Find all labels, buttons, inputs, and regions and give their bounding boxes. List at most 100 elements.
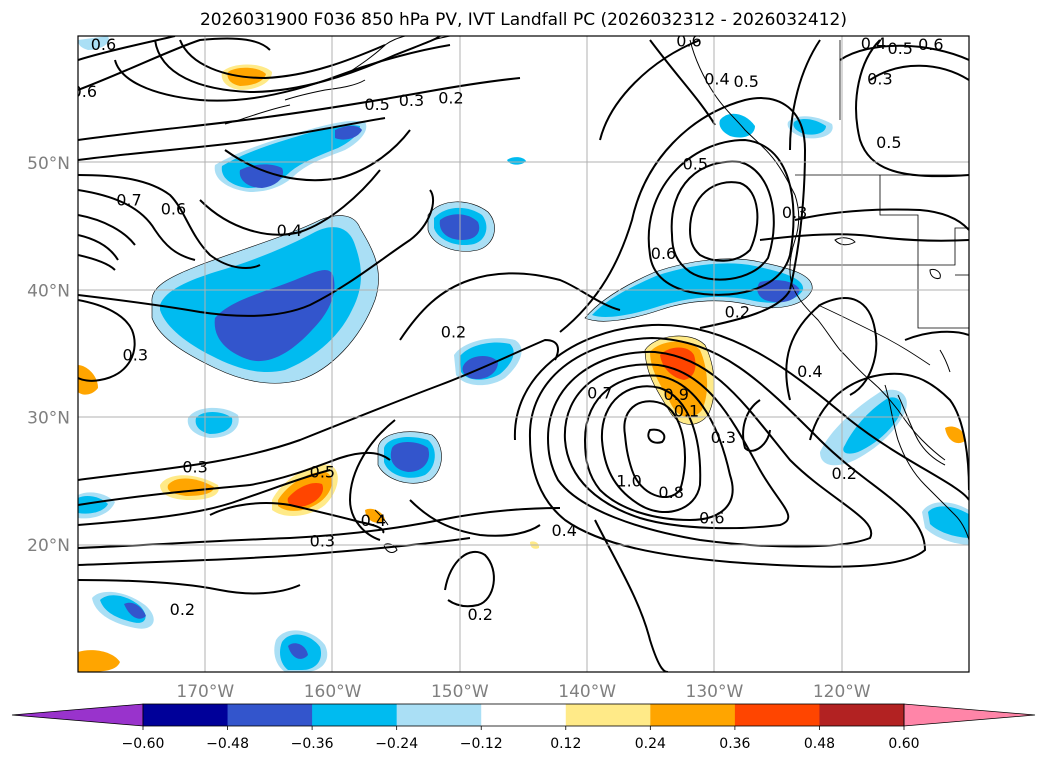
contour-label: 0.3 bbox=[399, 91, 424, 110]
border bbox=[817, 304, 931, 366]
contour-label: 0.3 bbox=[123, 346, 148, 365]
ivt-contour bbox=[409, 499, 541, 537]
contour-label: 0.6 bbox=[676, 31, 701, 50]
pv-negative-region bbox=[439, 214, 480, 240]
ivt-contour bbox=[78, 299, 136, 382]
coastline bbox=[344, 36, 406, 76]
ivt-contour bbox=[647, 428, 666, 444]
contour-label: 0.5 bbox=[310, 463, 335, 482]
lat-tick-label: 20°N bbox=[27, 536, 70, 556]
coastline bbox=[224, 117, 246, 125]
contour-label: 0.6 bbox=[918, 35, 943, 54]
pv-shading bbox=[78, 36, 969, 672]
borders bbox=[785, 40, 969, 366]
contour-label: 0.7 bbox=[587, 384, 612, 403]
longitude-labels: 170°W 160°W 150°W 140°W 130°W 120°W bbox=[176, 682, 870, 702]
coastline bbox=[884, 384, 969, 541]
ivt-contour bbox=[78, 77, 521, 141]
ivt-contour bbox=[623, 400, 686, 499]
pv-positive-region bbox=[78, 650, 120, 672]
colorbar-segment bbox=[481, 704, 567, 726]
ivt-contour bbox=[399, 272, 621, 341]
coastline bbox=[284, 79, 366, 101]
ivt-contour bbox=[78, 338, 559, 481]
ivt-contour bbox=[670, 160, 775, 281]
ivt-contour bbox=[199, 169, 381, 236]
pv-negative-region bbox=[507, 157, 526, 165]
ivt-contour bbox=[78, 174, 261, 269]
ivt-contour bbox=[78, 507, 561, 549]
contour-label: 0.3 bbox=[867, 70, 892, 89]
contour-label: 0.3 bbox=[182, 457, 207, 476]
pv-negative-region bbox=[757, 280, 800, 303]
colorbar-tick-label: 0.48 bbox=[804, 736, 835, 752]
lon-tick-label: 130°W bbox=[686, 682, 744, 702]
coastline bbox=[689, 39, 796, 196]
coastline bbox=[383, 543, 398, 553]
coastline bbox=[929, 269, 941, 279]
contour-label: 0.7 bbox=[116, 190, 141, 209]
contour-label: 0.3 bbox=[310, 531, 335, 550]
contour-label: 0.6 bbox=[91, 35, 116, 54]
pv-negative-region bbox=[214, 270, 335, 362]
colorbar-tick-label: −0.12 bbox=[460, 736, 503, 752]
ivt-contour bbox=[600, 385, 702, 514]
contour-label: 0.1 bbox=[674, 402, 699, 421]
contour-label: 0.6 bbox=[72, 82, 97, 101]
ivt-contour bbox=[513, 323, 969, 501]
ivt-contour bbox=[809, 372, 969, 491]
colorbar-segment bbox=[819, 704, 905, 726]
ivt-contour bbox=[78, 537, 471, 566]
gridlines bbox=[78, 36, 969, 672]
contour-label: 0.4 bbox=[277, 221, 302, 240]
colorbar-tick-label: 0.24 bbox=[635, 736, 666, 752]
ivt-contour bbox=[546, 350, 873, 548]
colorbar-tick-label: 0.12 bbox=[550, 736, 581, 752]
ivt-contour bbox=[599, 39, 701, 141]
ivt-contour bbox=[904, 330, 969, 341]
ivt-contour bbox=[78, 254, 116, 271]
ivt-contour bbox=[528, 336, 927, 568]
colorbar-frame bbox=[142, 703, 905, 727]
coastline bbox=[897, 394, 946, 466]
colorbar-segment bbox=[227, 704, 313, 726]
contour-label: 0.4 bbox=[552, 521, 577, 540]
ivt-contour bbox=[78, 469, 331, 526]
border bbox=[879, 175, 969, 329]
ivt-contour bbox=[839, 44, 969, 61]
contour-label: 0.8 bbox=[658, 483, 683, 502]
ivt-contour bbox=[559, 97, 807, 333]
colorbar-segment bbox=[734, 704, 820, 726]
contour-label: 0.4 bbox=[861, 34, 886, 53]
map-plot-area[interactable]: 0.60.60.7 0.60.40.30.5 0.3 0.20.20.6 0.4 0.5 0… bbox=[70, 31, 972, 672]
ivt-contour bbox=[759, 233, 969, 242]
lat-tick-label: 40°N bbox=[27, 281, 70, 301]
pv-negative-region bbox=[390, 442, 430, 472]
pv-negative-region bbox=[288, 643, 308, 659]
colorbar-extend-low bbox=[11, 703, 144, 727]
ivt-contour bbox=[563, 363, 790, 530]
contour-label: 0.4 bbox=[704, 70, 729, 89]
ivt-contour bbox=[78, 36, 176, 61]
contour-label: 0.2 bbox=[441, 323, 466, 342]
pv-positive-region bbox=[365, 508, 385, 523]
coastlines bbox=[224, 36, 969, 553]
ivt-contour bbox=[78, 189, 196, 261]
contour-label: 0.5 bbox=[888, 39, 913, 58]
lon-tick-label: 140°W bbox=[558, 682, 616, 702]
pv-positive-region bbox=[660, 347, 696, 380]
ivt-contour bbox=[583, 374, 734, 522]
contour-label: 0.2 bbox=[725, 302, 750, 321]
ivt-contour bbox=[78, 579, 301, 595]
ivt-contour bbox=[348, 419, 396, 541]
colorbar-tick-label: −0.24 bbox=[375, 736, 418, 752]
ivt-contour bbox=[114, 44, 451, 102]
lat-tick-label: 50°N bbox=[27, 154, 70, 174]
ivt-contour bbox=[78, 452, 391, 506]
lon-tick-label: 150°W bbox=[431, 682, 489, 702]
coastline bbox=[374, 509, 389, 526]
colorbar-extend-high bbox=[903, 703, 1036, 727]
ivt-contours bbox=[78, 36, 969, 672]
ivt-contour bbox=[78, 117, 386, 161]
colorbar-segment bbox=[312, 704, 398, 726]
